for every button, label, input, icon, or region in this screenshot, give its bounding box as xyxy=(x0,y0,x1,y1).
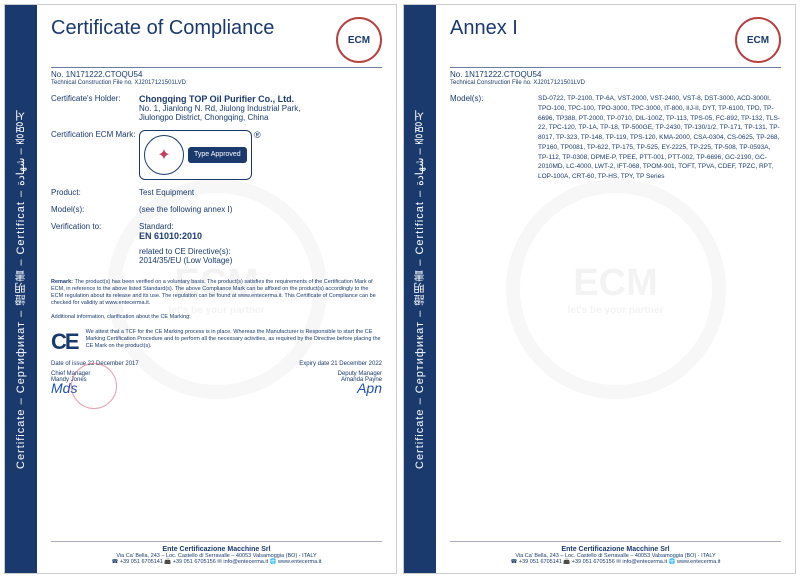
header-row-2: Annex I ECM xyxy=(450,17,781,68)
verif-row: Verification to: Standard: EN 61010:2010… xyxy=(51,222,382,265)
expiry-date: Expiry date 21 December 2022 xyxy=(299,361,382,367)
remark-block: Remark: The product(s) has been verified… xyxy=(51,279,382,308)
deputy-label: Deputy Manager xyxy=(338,371,382,377)
footer-company: Ente Certificazione Macchine Srl xyxy=(51,546,382,553)
annex-models-row: Model(s): SD-0722, TP-2100, TP-6A, VST-2… xyxy=(450,94,781,182)
product-value: Test Equipment xyxy=(139,188,382,197)
verif-std-label: Standard: xyxy=(139,222,382,231)
verif-dir-label: related to CE Directive(s): xyxy=(139,247,382,256)
annex-models-label: Model(s): xyxy=(450,94,538,182)
product-row: Product: Test Equipment xyxy=(51,188,382,197)
footer-2: Ente Certificazione Macchine Srl Via Ca'… xyxy=(450,541,781,565)
verif-std: EN 61010:2010 xyxy=(139,231,382,241)
footer-contact-2: ☎ +39 051 6705141 📠 +39 051 6705156 ✉ in… xyxy=(450,559,781,565)
addl-info: Additional information, clarification ab… xyxy=(51,314,382,321)
cert-title: Certificate of Compliance xyxy=(51,17,274,40)
ecm-mark-box: ✦ Type Approved xyxy=(139,130,252,180)
verif-dir: 2014/35/EU (Low Voltage) xyxy=(139,256,382,265)
header-row: Certificate of Compliance ECM xyxy=(51,17,382,68)
holder-addr2: Jiulongpo District, Chongqing, China xyxy=(139,113,382,122)
mark-label: Certification ECM Mark: xyxy=(51,130,139,180)
sidebar-multilang: Certificate – Сертификат – 證明書 – Certifi… xyxy=(5,5,37,573)
models-label: Model(s): xyxy=(51,205,139,214)
tech-file-no: Technical Construction File no. XJ201712… xyxy=(51,80,382,86)
registered-mark-icon: ® xyxy=(254,130,261,140)
remark-text: The product(s) has been verified on a vo… xyxy=(51,279,376,306)
signatures-row: Chief Manager Mandy Jones Mds Deputy Man… xyxy=(51,371,382,394)
ecm-logo-badge-2: ECM xyxy=(735,17,781,63)
cert2-content: ECMlet's be your partner Annex I ECM No.… xyxy=(436,5,795,573)
ecm-mark-icon: ✦ xyxy=(144,135,184,175)
stamp-icon xyxy=(71,363,117,409)
footer: Ente Certificazione Macchine Srl Via Ca'… xyxy=(51,541,382,565)
verif-label: Verification to: xyxy=(51,222,139,265)
models-row: Model(s): (see the following annex I) xyxy=(51,205,382,214)
remark-label: Remark: xyxy=(51,279,73,285)
ce-text: We attest that a TCF for the CE Marking … xyxy=(86,329,382,350)
footer-company-2: Ente Certificazione Macchine Srl xyxy=(450,546,781,553)
holder-label: Certificate's Holder: xyxy=(51,94,139,122)
sidebar-multilang-2: Certificate – Сертификат – 證明書 – Certifi… xyxy=(404,5,436,573)
ecm-logo-badge: ECM xyxy=(336,17,382,63)
signature-deputy-icon: Apn xyxy=(338,383,382,394)
doc-number: No. 1N171222.CTOQU54 xyxy=(51,70,382,79)
sig-chief: Chief Manager Mandy Jones Mds xyxy=(51,371,90,394)
holder-addr1: No. 1, Jianlong N. Rd, Jiulong Industria… xyxy=(139,104,382,113)
certificate-annex: Certificate – Сертификат – 證明書 – Certifi… xyxy=(403,4,796,574)
annex-title: Annex I xyxy=(450,17,518,40)
models-value: (see the following annex I) xyxy=(139,205,382,214)
ce-row: CE We attest that a TCF for the CE Marki… xyxy=(51,329,382,355)
watermark-ecm-2: ECMlet's be your partner xyxy=(506,179,726,399)
annex-models-list: SD-0722, TP-2100, TP-6A, VST-2000, VST-2… xyxy=(538,94,781,182)
certificate-compliance: Certificate – Сертификат – 證明書 – Certifi… xyxy=(4,4,397,574)
holder-name: Chongqing TOP Oil Purifier Co., Ltd. xyxy=(139,94,382,104)
tech-file-no-2: Technical Construction File no. XJ201712… xyxy=(450,80,781,86)
mark-row: Certification ECM Mark: ✦ Type Approved … xyxy=(51,130,382,180)
doc-number-2: No. 1N171222.CTOQU54 xyxy=(450,70,781,79)
footer-contact: ☎ +39 051 6705141 📠 +39 051 6705156 ✉ in… xyxy=(51,559,382,565)
cert1-content: ECMlet's be your partner Certificate of … xyxy=(37,5,396,573)
product-label: Product: xyxy=(51,188,139,197)
type-approved-badge: Type Approved xyxy=(188,147,247,163)
sig-deputy: Deputy Manager Amanda Payne Apn xyxy=(338,371,382,394)
ce-mark-icon: CE xyxy=(51,329,78,355)
holder-row: Certificate's Holder: Chongqing TOP Oil … xyxy=(51,94,382,122)
